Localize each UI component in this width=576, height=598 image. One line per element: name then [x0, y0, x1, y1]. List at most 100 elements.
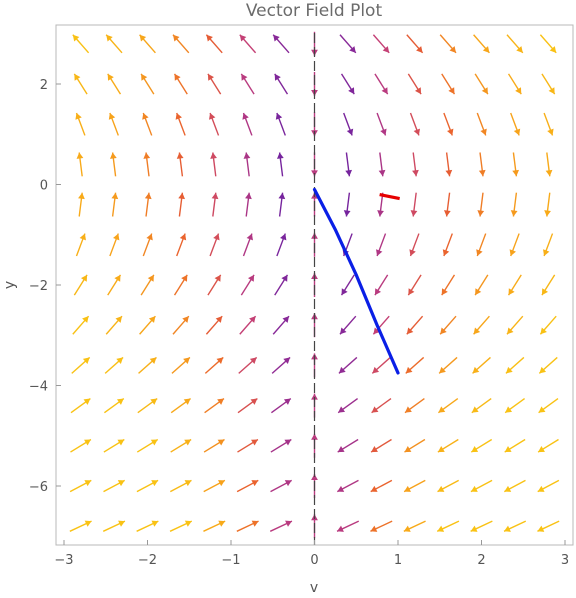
- field-arrow: [176, 152, 184, 177]
- field-arrow: [169, 520, 193, 532]
- field-arrow: [438, 356, 458, 374]
- field-arrow: [539, 34, 557, 54]
- field-arrow: [437, 479, 460, 493]
- field-arrow: [136, 438, 159, 453]
- field-arrow: [537, 520, 560, 532]
- trajectory-line: [312, 187, 400, 375]
- field-arrow: [541, 274, 556, 296]
- field-arrow: [374, 274, 389, 296]
- field-arrow: [143, 152, 151, 177]
- field-arrow: [507, 73, 522, 95]
- field-arrow: [470, 438, 493, 453]
- field-arrow: [437, 397, 459, 414]
- field-arrow: [339, 315, 357, 335]
- field-arrow: [270, 438, 292, 453]
- field-arrow: [470, 479, 493, 493]
- field-arrow: [410, 192, 418, 217]
- field-arrow: [537, 438, 559, 453]
- field-arrow: [111, 192, 119, 217]
- field-arrow: [445, 152, 453, 177]
- field-arrow: [205, 315, 223, 335]
- field-arrow: [506, 315, 524, 335]
- field-arrow: [274, 73, 289, 95]
- field-arrow: [476, 233, 487, 257]
- field-arrow: [436, 520, 460, 532]
- field-arrow: [441, 274, 456, 296]
- field-arrow: [338, 356, 358, 374]
- field-arrow: [343, 192, 351, 217]
- field-arrow: [473, 34, 490, 54]
- field-arrow: [270, 479, 293, 493]
- field-arrow: [478, 152, 486, 177]
- y-ticks: 2 0 −2 −4 −6: [29, 78, 61, 495]
- field-arrow: [171, 356, 191, 374]
- field-arrow: [336, 520, 360, 532]
- field-arrow: [240, 274, 255, 296]
- field-arrow: [271, 356, 291, 374]
- field-arrow: [73, 274, 88, 296]
- field-arrow: [239, 315, 257, 335]
- field-arrow: [537, 479, 560, 493]
- field-arrow: [274, 274, 289, 296]
- field-arrow: [236, 520, 259, 532]
- field-arrow: [204, 397, 225, 414]
- field-arrow: [337, 397, 359, 414]
- field-arrow: [142, 112, 153, 136]
- field-arrow: [109, 152, 117, 177]
- field-arrow: [69, 479, 92, 493]
- chart-title: Vector Field Plot: [246, 1, 383, 21]
- field-arrow: [509, 233, 520, 257]
- field-arrow: [441, 73, 456, 95]
- field-arrow: [439, 34, 457, 54]
- field-arrow: [404, 397, 425, 414]
- field-arrow: [107, 73, 122, 95]
- marker-segment: [379, 192, 400, 201]
- field-arrow: [404, 438, 426, 453]
- field-arrow: [409, 233, 420, 257]
- field-arrow: [371, 356, 391, 374]
- field-arrow: [172, 34, 190, 54]
- field-arrow: [209, 112, 220, 136]
- field-arrow: [345, 152, 353, 177]
- field-arrow: [376, 233, 387, 257]
- field-arrow: [471, 397, 492, 414]
- field-arrow: [406, 34, 424, 54]
- field-arrow: [372, 34, 390, 54]
- field-arrow: [474, 73, 489, 95]
- y-tick-label: −2: [29, 279, 48, 294]
- field-arrow: [270, 397, 292, 414]
- field-arrow: [539, 315, 557, 335]
- field-arrow: [236, 479, 259, 493]
- field-arrow: [105, 34, 123, 54]
- field-arrow: [70, 438, 92, 453]
- x-tick-label: 1: [394, 553, 402, 568]
- x-tick-label: 2: [477, 553, 485, 568]
- field-arrow: [139, 34, 156, 54]
- field-arrow: [370, 479, 393, 493]
- field-arrow: [437, 438, 459, 453]
- field-arrow: [109, 233, 120, 257]
- field-arrow: [205, 34, 223, 54]
- field-arrow: [544, 192, 551, 217]
- y-tick-label: 0: [40, 179, 48, 194]
- field-arrow: [506, 34, 524, 54]
- field-arrow: [543, 112, 554, 136]
- field-arrow: [406, 315, 424, 335]
- x-axis-label: v: [310, 580, 318, 596]
- field-arrow: [407, 274, 422, 296]
- field-arrow: [276, 152, 284, 177]
- field-arrow: [73, 73, 88, 95]
- x-tick-label: 3: [561, 553, 569, 568]
- field-arrow: [543, 233, 554, 257]
- field-arrow: [203, 479, 226, 493]
- field-arrow: [370, 438, 392, 453]
- field-arrow: [239, 34, 257, 54]
- field-arrow: [473, 315, 490, 335]
- field-arrow: [237, 397, 258, 414]
- field-arrow: [340, 73, 355, 95]
- field-arrow: [505, 356, 525, 374]
- field-arrow: [170, 397, 192, 414]
- field-arrow: [102, 520, 126, 532]
- field-arrow: [75, 112, 86, 136]
- field-arrow: [443, 192, 451, 217]
